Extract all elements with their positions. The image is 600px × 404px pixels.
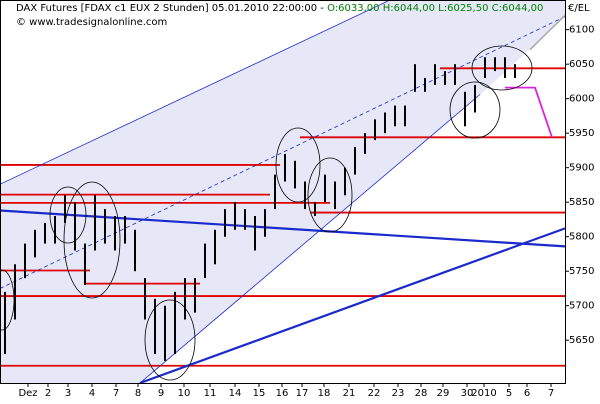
x-tick-label: 22 — [368, 388, 381, 399]
credit: © www.tradesignalonline.com — [16, 17, 167, 28]
x-tick-label: Dez — [18, 388, 37, 399]
y-tick-label: 5650 — [569, 335, 594, 346]
y-tick-label: 5900 — [569, 163, 594, 174]
x-tick-label: 17 — [296, 388, 309, 399]
plot-frame — [0, 0, 566, 384]
x-tick-label: 9 — [158, 388, 164, 399]
ohlc-close: C:6044,00 — [492, 3, 544, 14]
pattern-circles — [0, 45, 533, 381]
x-tick-label: 29 — [437, 388, 450, 399]
trend-line — [0, 0, 391, 185]
ohlc-open: O:6033,00 — [327, 3, 379, 14]
trend-line — [139, 94, 481, 384]
plot — [0, 0, 566, 385]
x-tick-label: 23 — [392, 388, 405, 399]
ohlc-high: H:6044,00 — [383, 3, 435, 14]
title-text: DAX Futures [FDAX c1 EUX 2 Stunden] 05.0… — [16, 3, 324, 14]
x-tick-label: 8 — [135, 388, 141, 399]
x-tick-label: 14 — [229, 388, 242, 399]
y-tick-label: 5800 — [569, 232, 594, 243]
trend-line — [529, 14, 566, 51]
x-tick-label: 28 — [415, 388, 428, 399]
x-tick-label: 21 — [343, 388, 356, 399]
y-tick-label: 6050 — [569, 59, 594, 70]
x-tick-label: 18 — [318, 388, 331, 399]
trend-line — [139, 227, 566, 385]
ohlc-low: L:6025,50 — [438, 3, 488, 14]
x-tick-label: 2010 — [471, 388, 496, 399]
x-tick-label: 10 — [178, 388, 191, 399]
x-tick-label: 7 — [113, 388, 119, 399]
x-tick-label: 16 — [276, 388, 289, 399]
y-tick-label: 5700 — [569, 301, 594, 312]
y-tick-label: 5750 — [569, 266, 594, 277]
chart-title: DAX Futures [FDAX c1 EUX 2 Stunden] 05.0… — [16, 3, 543, 14]
x-tick-label: 15 — [253, 388, 266, 399]
x-tick-label: 11 — [204, 388, 217, 399]
x-tick-label: 4 — [89, 388, 95, 399]
x-tick-label: 7 — [548, 388, 554, 399]
y-tick-label: 5950 — [569, 128, 594, 139]
y-tick-label: 6000 — [569, 94, 594, 105]
x-tick-label: 2 — [45, 388, 51, 399]
x-tick-label: 6 — [524, 388, 530, 399]
x-tick-label: 3 — [65, 388, 71, 399]
x-tick-label: 5 — [506, 388, 512, 399]
unit-label: €/EL — [568, 3, 590, 14]
y-tick-label: 5850 — [569, 197, 594, 208]
x-tick-label: 30 — [461, 388, 474, 399]
y-tick-label: 6100 — [569, 25, 594, 36]
